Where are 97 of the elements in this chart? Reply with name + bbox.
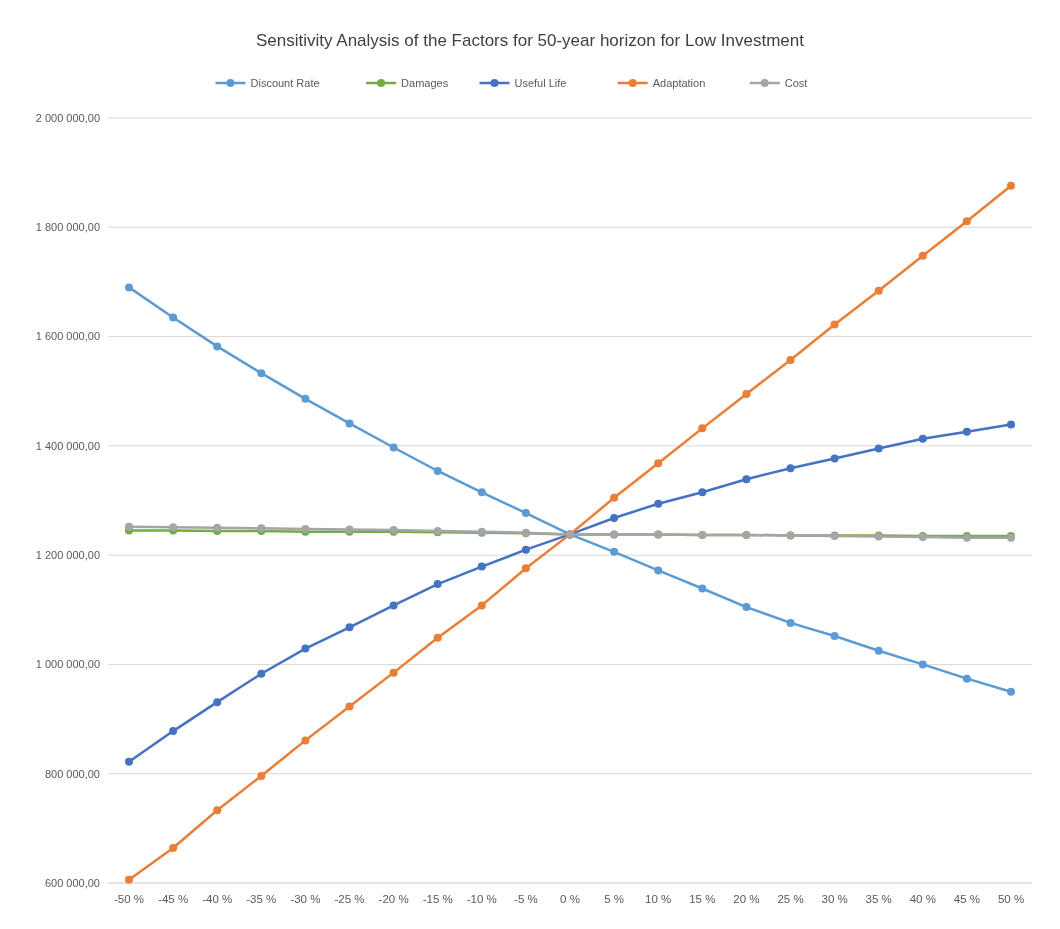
point — [213, 342, 222, 351]
point — [742, 475, 751, 484]
point — [610, 493, 619, 502]
point — [169, 727, 178, 736]
x-tick-label: 45 % — [953, 893, 981, 905]
x-tick-label: -20 % — [378, 893, 409, 905]
point — [125, 522, 133, 531]
x-tick-label: 0 % — [560, 893, 580, 905]
point — [874, 286, 883, 295]
x-tick-label: -40 % — [202, 893, 233, 905]
y-tick-label: 1 000 000,00 — [35, 658, 100, 671]
legend-label: Useful Life — [514, 76, 567, 89]
point — [654, 459, 663, 468]
x-tick-label: -35 % — [246, 893, 277, 905]
point — [1007, 420, 1015, 429]
point — [213, 806, 222, 815]
point — [654, 566, 663, 575]
x-tick-label: -50 % — [113, 893, 145, 905]
legend-label: Damages — [401, 76, 449, 89]
point — [433, 580, 442, 589]
point — [742, 603, 751, 612]
point — [742, 389, 751, 398]
legend-label: Cost — [784, 76, 808, 89]
x-tick-label: -15 % — [422, 893, 453, 905]
x-tick-label: 30 % — [821, 893, 848, 905]
x-tick-label: -45 % — [158, 893, 189, 905]
legend-label: Adaptation — [652, 76, 706, 89]
point — [786, 356, 795, 365]
point — [433, 633, 442, 642]
point — [962, 217, 971, 226]
point — [610, 547, 619, 556]
x-tick-label: -10 % — [466, 893, 497, 905]
y-tick-label: 1 400 000,00 — [35, 439, 100, 452]
point — [257, 369, 266, 378]
point — [830, 320, 839, 329]
point — [830, 454, 839, 463]
point — [433, 466, 442, 475]
point — [125, 757, 133, 766]
point — [257, 771, 266, 780]
x-tick-label: 20 % — [733, 893, 760, 905]
x-tick-label: 5 % — [604, 893, 625, 905]
y-tick-label: 800 000,00 — [44, 767, 100, 780]
x-tick-label: -25 % — [334, 893, 365, 905]
point — [213, 698, 222, 707]
y-tick-label: 1 600 000,00 — [35, 330, 100, 343]
y-tick-label: 1 200 000,00 — [35, 548, 100, 561]
point — [169, 313, 178, 322]
point — [786, 618, 795, 627]
point — [301, 736, 310, 745]
point — [610, 513, 619, 522]
point — [213, 523, 222, 532]
point — [301, 394, 310, 403]
point — [918, 434, 927, 443]
point — [125, 283, 133, 292]
point — [521, 509, 530, 518]
x-tick-label: -30 % — [290, 893, 321, 905]
point — [698, 424, 707, 433]
x-tick-label: 40 % — [909, 893, 936, 905]
x-tick-label: -5 % — [514, 893, 538, 905]
y-tick-label: 2 000 000,00 — [35, 111, 100, 124]
point — [698, 584, 707, 593]
x-tick-label: 35 % — [865, 893, 892, 905]
point — [257, 669, 266, 678]
point — [389, 443, 398, 452]
point — [125, 875, 133, 884]
chart-title: Sensitivity Analysis of the Factors for 50-year horizon for Low Investment — [255, 31, 805, 50]
point — [830, 632, 839, 641]
legend-label: Discount Rate — [250, 76, 320, 89]
point — [389, 668, 398, 677]
point — [874, 646, 883, 655]
point — [521, 545, 530, 554]
x-tick-label: 25 % — [777, 893, 804, 905]
point — [477, 488, 486, 497]
point — [1007, 687, 1015, 696]
x-tick-label: 50 % — [997, 893, 1025, 905]
point — [654, 499, 663, 508]
x-tick-label: 15 % — [689, 893, 716, 905]
point — [389, 601, 398, 610]
point — [962, 674, 971, 683]
point — [345, 623, 354, 632]
point — [345, 702, 354, 711]
point — [1007, 181, 1015, 190]
point — [477, 562, 486, 571]
point — [521, 564, 530, 573]
point — [345, 419, 354, 428]
point — [698, 488, 707, 497]
point — [918, 660, 927, 669]
point — [962, 427, 971, 436]
point — [301, 644, 310, 653]
point — [786, 464, 795, 473]
point — [477, 601, 486, 610]
x-tick-label: 10 % — [645, 893, 672, 905]
point — [874, 444, 883, 453]
point — [918, 251, 927, 260]
y-tick-label: 1 800 000,00 — [35, 221, 100, 234]
point — [169, 844, 178, 853]
y-tick-label: 600 000,00 — [44, 876, 100, 889]
